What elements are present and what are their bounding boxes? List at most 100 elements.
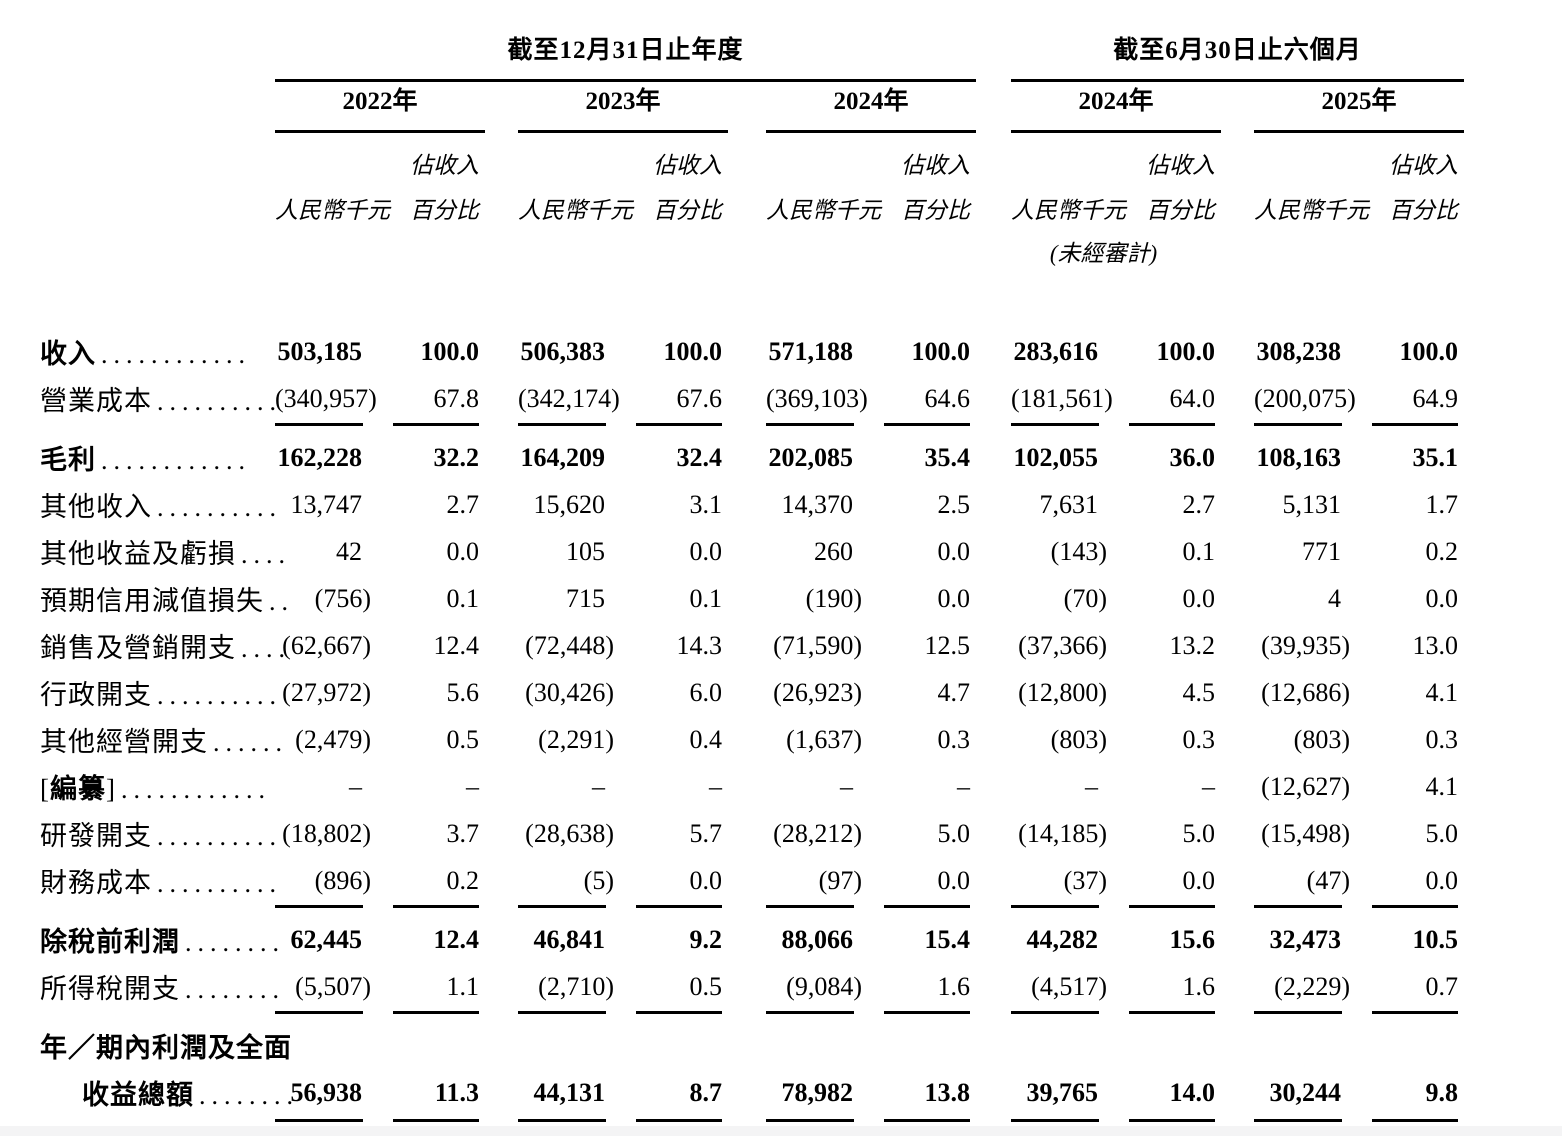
rule-cell	[1106, 904, 1221, 916]
pct-cell: 3.1	[689, 489, 723, 519]
pct-cell: 35.1	[1412, 442, 1459, 472]
value-cell: (2,229)	[1274, 971, 1350, 1001]
pct-cell: 64.9	[1412, 383, 1459, 413]
rule-cell	[518, 904, 613, 916]
rule-cell	[613, 422, 728, 434]
pct-cell: 10.5	[1412, 924, 1459, 954]
pct-cell: 100.0	[1399, 336, 1459, 366]
period-title-row: 截至12月31日止年度 截至6月30日止六個月	[40, 30, 1464, 82]
value-cell: 771	[1302, 536, 1341, 566]
leader-dots: ........	[199, 1081, 299, 1110]
rule-cell	[518, 1010, 613, 1022]
value-cell: 7,631	[1039, 489, 1099, 519]
pct-cell: 64.0	[1169, 383, 1216, 413]
table-row: 毛利............ 162,228 32.2 164,209 32.4 202,…	[40, 434, 1464, 481]
value-cell: 506,383	[520, 336, 606, 366]
pct-cell: 0.7	[1425, 971, 1459, 1001]
pct-cell: 2.7	[446, 489, 480, 519]
row-label: 研發開支..........	[40, 821, 282, 851]
value-cell: (2,710)	[538, 971, 614, 1001]
pct-cell: 1.6	[1182, 971, 1216, 1001]
value-cell: (37)	[1063, 865, 1107, 895]
pct-label: 百分比	[1146, 198, 1215, 223]
table-row: 銷售及營銷開支.... (62,667) 12.4 (72,448) 14.3 (71,5…	[40, 622, 1464, 669]
leader-dots: ....	[241, 634, 291, 663]
row-label: 其他經營開支......	[40, 727, 288, 757]
pct-cell: 0.2	[1425, 536, 1459, 566]
pct-cell: 0.1	[1182, 536, 1216, 566]
table-row: 財務成本.......... (896) 0.2 (5) 0.0 (97) 0.0 (37) 0…	[40, 857, 1464, 904]
unit-label: 人民幣千元	[1254, 198, 1369, 223]
leader-dots: ..........	[157, 387, 282, 416]
rule-cell	[1011, 422, 1106, 434]
value-cell: 102,055	[1013, 442, 1099, 472]
row-label: 財務成本..........	[40, 868, 282, 898]
pct-cell: 1.1	[446, 971, 480, 1001]
pct-cell: 36.0	[1169, 442, 1216, 472]
pct-cell: 5.7	[689, 818, 723, 848]
table-row: 營業成本.......... (340,957) 67.8 (342,174) 67.6…	[40, 375, 1464, 422]
pct-cell: 100.0	[911, 336, 971, 366]
rule-cell	[1011, 1010, 1106, 1022]
leader-dots: ..........	[157, 681, 282, 710]
value-cell: (18,802)	[282, 818, 371, 848]
value-cell: (200,075)	[1254, 383, 1356, 413]
rule-cell	[613, 1010, 728, 1022]
pct-cell: 0.0	[937, 583, 971, 613]
value-cell: 46,841	[533, 924, 606, 954]
value-cell: 78,982	[781, 1077, 854, 1107]
value-cell: 30,244	[1269, 1077, 1342, 1107]
row-label: 除稅前利潤........	[40, 927, 285, 957]
leader-dots: ..........	[157, 822, 282, 851]
row-label: 其他收入..........	[40, 492, 282, 522]
value-cell: –	[592, 771, 605, 801]
table-row: 收入............ 503,185 100.0 506,383 100.0 57…	[40, 328, 1464, 375]
unit-label: 人民幣千元	[1011, 198, 1126, 223]
pct-cell: 0.0	[1182, 865, 1216, 895]
financial-table: 截至12月31日止年度 截至6月30日止六個月 2022年 2023年 2024…	[40, 30, 1464, 1136]
value-cell: (2,479)	[295, 724, 371, 754]
pct-cell: –	[957, 771, 970, 801]
value-cell: 260	[814, 536, 853, 566]
value-cell: (143)	[1050, 536, 1107, 566]
rule-cell	[1106, 1010, 1221, 1022]
pct-cell: 0.1	[446, 583, 480, 613]
unaudited-row: (未經審計)	[40, 225, 1464, 270]
pct-cell: 5.0	[937, 818, 971, 848]
row-label: [編纂]............	[40, 774, 271, 804]
value-cell: 13,747	[290, 489, 363, 519]
pct-cell: 100.0	[663, 336, 723, 366]
value-cell: 308,238	[1256, 336, 1342, 366]
pct-cell: 8.7	[689, 1077, 723, 1107]
pct-label: 佔收入	[1146, 153, 1215, 178]
row-label: 預期信用減值損失..	[40, 586, 294, 616]
pct-label: 佔收入	[901, 153, 970, 178]
year-header: 2022年	[275, 81, 485, 133]
table-body: 收入............ 503,185 100.0 506,383 100.0 57…	[40, 328, 1464, 1136]
value-cell: (72,448)	[525, 630, 614, 660]
row-label: 收入............	[40, 339, 251, 369]
row-label: 年／期內利潤及全面	[40, 1033, 292, 1063]
value-cell: (340,957)	[275, 383, 377, 413]
value-cell: (2,291)	[538, 724, 614, 754]
row-label: 收益總額........	[82, 1080, 299, 1110]
leader-dots: ..........	[157, 493, 282, 522]
value-cell: 108,163	[1256, 442, 1342, 472]
rule-cell	[1349, 422, 1464, 434]
leader-dots: ......	[213, 728, 288, 757]
header-body-spacer	[40, 270, 1464, 328]
table-row: 除稅前利潤........ 62,445 12.4 46,841 9.2 88,066 15…	[40, 916, 1464, 963]
rule-cell	[275, 422, 370, 434]
table-row: 年／期內利潤及全面	[40, 1022, 1464, 1069]
rule-cell	[861, 904, 976, 916]
value-cell: (30,426)	[525, 677, 614, 707]
value-cell: (28,638)	[525, 818, 614, 848]
pct-cell: 2.7	[1182, 489, 1216, 519]
pct-cell: 4.1	[1425, 677, 1459, 707]
rule-cell	[370, 422, 485, 434]
pct-cell: 2.5	[937, 489, 971, 519]
pct-cell: 0.2	[446, 865, 480, 895]
rule-cell	[370, 1010, 485, 1022]
rule-cell	[1254, 1010, 1349, 1022]
pct-label: 百分比	[1389, 198, 1458, 223]
